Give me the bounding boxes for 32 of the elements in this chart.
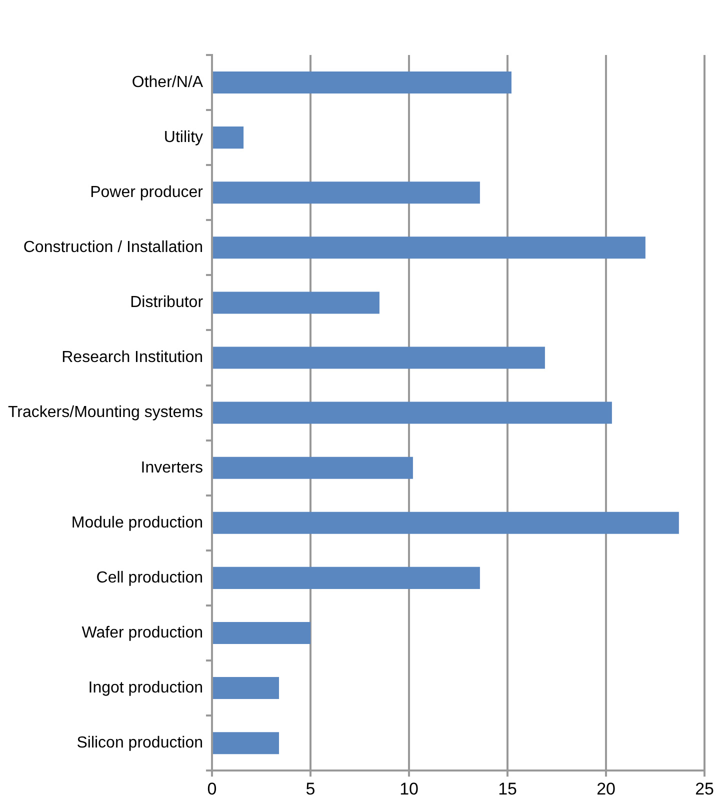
y-tick-label: Research Institution — [62, 349, 204, 366]
y-tick-label: Ingot production — [88, 679, 204, 696]
bar — [213, 72, 512, 94]
bar — [213, 566, 480, 589]
x-tick-label: 5 — [306, 779, 316, 798]
bar — [213, 732, 279, 754]
bar — [213, 402, 612, 424]
bar — [213, 622, 311, 644]
y-tick-label: Utility — [164, 128, 204, 146]
x-tick-label: 10 — [400, 779, 418, 798]
bar — [213, 346, 545, 369]
y-tick-label: Power producer — [90, 184, 204, 202]
x-tick-label: 20 — [596, 779, 616, 798]
x-tick-label: 25 — [695, 779, 714, 798]
y-tick-label: Silicon production — [76, 734, 204, 752]
bar — [213, 236, 646, 259]
y-tick-label: Construction / Installation — [23, 239, 204, 256]
y-tick-label: Distributor — [130, 294, 204, 312]
bar — [213, 512, 679, 534]
y-tick-label: Wafer production — [82, 624, 204, 642]
x-tick-label: 0 — [207, 779, 217, 798]
bar — [213, 677, 279, 700]
y-tick-label: Module production — [71, 514, 204, 532]
y-tick-label: Cell production — [96, 569, 204, 586]
y-tick-label: Other/N/A — [132, 74, 204, 91]
y-tick-label: Inverters — [140, 459, 204, 476]
y-tick-label: Trackers/Mounting systems — [8, 404, 204, 422]
bar — [213, 182, 480, 204]
bar — [213, 126, 244, 149]
bar — [213, 456, 413, 479]
bar — [213, 292, 380, 314]
x-tick-label: 15 — [498, 779, 517, 798]
